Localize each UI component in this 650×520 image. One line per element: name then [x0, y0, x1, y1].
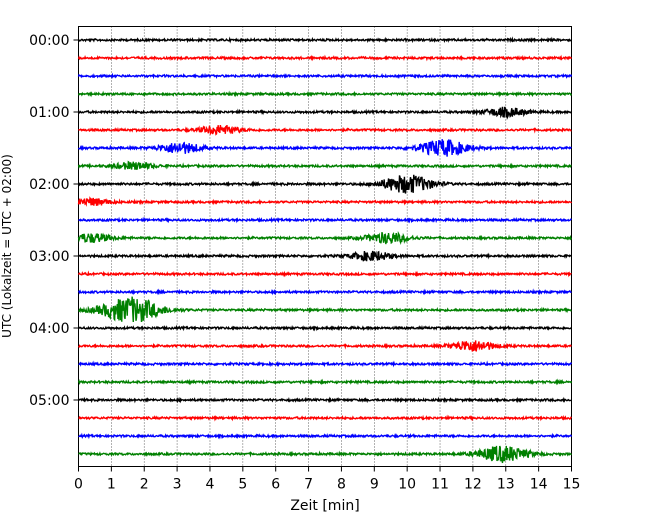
trace-0230 [78, 216, 573, 224]
y-tick-label: 02:00 [29, 177, 69, 193]
x-tick-label: 9 [370, 477, 379, 493]
trace-0300 [78, 250, 572, 262]
y-tick-label: 01:00 [29, 105, 69, 121]
trace-0400 [77, 324, 572, 332]
trace-0215 [77, 196, 573, 207]
trace-0530 [78, 432, 573, 440]
trace-0130 [77, 139, 572, 157]
trace-0000 [77, 36, 573, 44]
trace-0315 [77, 270, 572, 278]
trace-0545 [78, 445, 573, 464]
plot-area [78, 26, 572, 467]
trace-0415 [77, 340, 572, 352]
trace-0100 [77, 106, 573, 121]
trace-0045 [77, 90, 573, 98]
x-tick-label: 14 [530, 477, 548, 493]
y-tick-label: 00:00 [29, 33, 69, 49]
x-tick-label: 3 [173, 477, 182, 493]
trace-0015 [77, 54, 573, 62]
x-tick-label: 0 [74, 477, 83, 493]
vertical-grid [111, 26, 539, 467]
y-axis: 00:00 01:00 02:00 03:00 04:00 05:00 [29, 33, 79, 409]
x-tick-label: 1 [107, 477, 116, 493]
trace-0145 [77, 160, 572, 171]
x-tick-label: 5 [238, 477, 247, 493]
x-tick-label: 4 [206, 477, 215, 493]
x-axis-title: Zeit [min] [290, 498, 359, 514]
trace-0030 [77, 72, 573, 80]
trace-0500 [78, 396, 572, 404]
trace-0345 [77, 296, 572, 323]
y-tick-label: 04:00 [29, 321, 69, 337]
x-tick-label: 10 [398, 477, 416, 493]
trace-group [77, 36, 573, 464]
x-tick-label: 11 [431, 477, 449, 493]
x-tick-label: 12 [464, 477, 482, 493]
trace-0200 [77, 174, 572, 194]
x-tick-label: 6 [271, 477, 280, 493]
trace-0330 [77, 288, 572, 296]
trace-0515 [78, 414, 572, 422]
trace-0430 [78, 360, 573, 368]
trace-0245 [77, 231, 573, 245]
x-tick-label: 13 [497, 477, 515, 493]
x-tick-label: 2 [140, 477, 149, 493]
y-tick-label: 03:00 [29, 249, 69, 265]
x-tick-label: 8 [337, 477, 346, 493]
y-axis-title: UTC (Lokalzeit = UTC + 02:00) [0, 154, 14, 338]
x-axis: 0 1 2 3 4 5 6 7 8 9 10 11 12 13 14 15 [74, 466, 581, 493]
y-tick-label: 05:00 [29, 393, 69, 409]
trace-0115 [78, 124, 572, 136]
trace-0445 [77, 378, 573, 386]
x-tick-label: 7 [304, 477, 313, 493]
x-tick-label: 15 [563, 477, 581, 493]
